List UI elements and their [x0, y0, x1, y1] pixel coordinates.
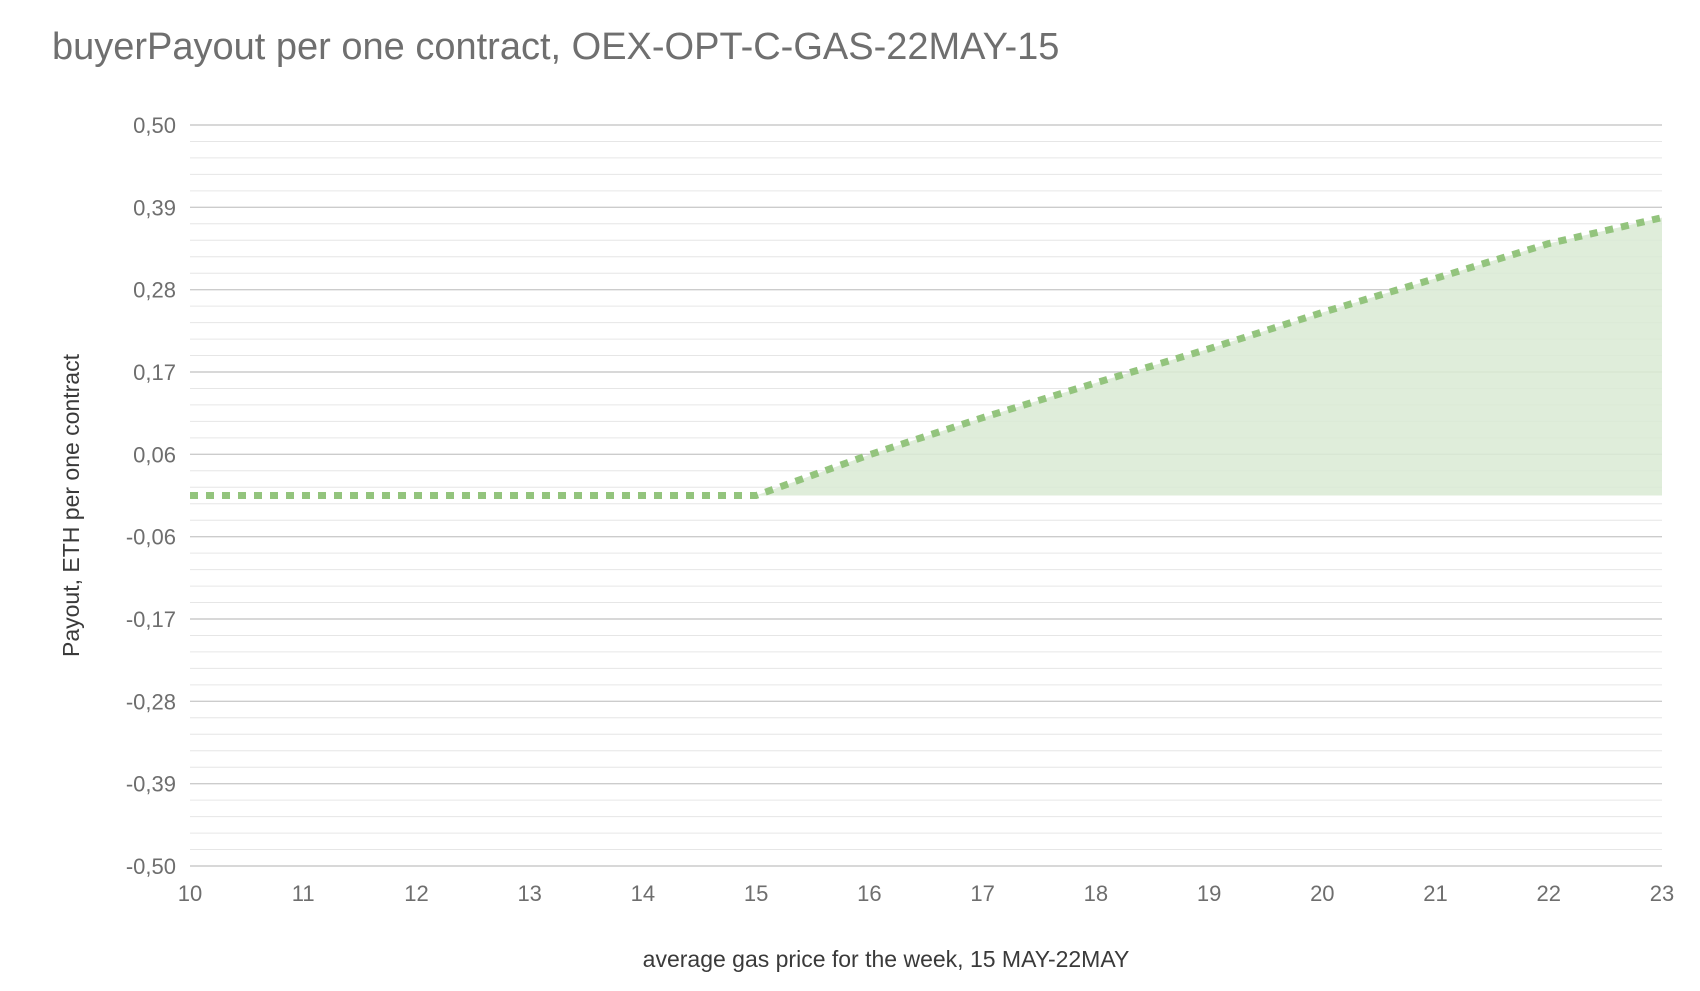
x-tick-label: 22 — [1537, 881, 1561, 906]
y-tick-labels: 0,50 0,39 0,28 0,17 0,06 -0,06 -0,17 -0,28 -0,39… — [126, 113, 176, 879]
y-tick-label: 0,50 — [133, 113, 176, 138]
area-layer — [756, 217, 1662, 496]
x-tick-label: 21 — [1423, 881, 1447, 906]
x-tick-label: 18 — [1084, 881, 1108, 906]
x-tick-label: 15 — [744, 881, 768, 906]
x-tick-label: 12 — [404, 881, 428, 906]
x-axis-title: average gas price for the week, 15 MAY-2… — [643, 946, 1130, 972]
x-tick-label: 11 — [292, 881, 315, 906]
line-layer — [190, 214, 1663, 499]
y-tick-label: 0,17 — [133, 360, 176, 385]
y-axis-title: Payout, ETH per one contract — [58, 353, 84, 657]
y-tick-label: 0,06 — [133, 442, 176, 467]
y-tick-label: -0,28 — [126, 689, 176, 714]
x-tick-label: 10 — [178, 881, 202, 906]
x-tick-label: 20 — [1310, 881, 1334, 906]
y-tick-label: -0,50 — [126, 854, 176, 879]
y-tick-label: -0,06 — [126, 525, 176, 550]
y-tick-label: -0,39 — [126, 772, 176, 797]
x-tick-label: 16 — [857, 881, 881, 906]
x-tick-label: 13 — [517, 881, 541, 906]
y-tick-label: 0,28 — [133, 278, 176, 303]
x-tick-labels: 10 11 12 13 14 15 16 17 18 19 20 21 22 23 — [178, 881, 1674, 906]
y-tick-label: -0,17 — [126, 607, 176, 632]
x-tick-label: 14 — [631, 881, 655, 906]
y-tick-label: 0,39 — [133, 195, 176, 220]
chart-title: buyerPayout per one contract, OEX-OPT-C-… — [52, 26, 1060, 68]
payout-line — [190, 214, 1663, 499]
x-tick-label: 17 — [970, 881, 994, 906]
payout-area — [756, 217, 1662, 496]
x-tick-label: 19 — [1197, 881, 1221, 906]
x-tick-label: 23 — [1650, 881, 1674, 906]
